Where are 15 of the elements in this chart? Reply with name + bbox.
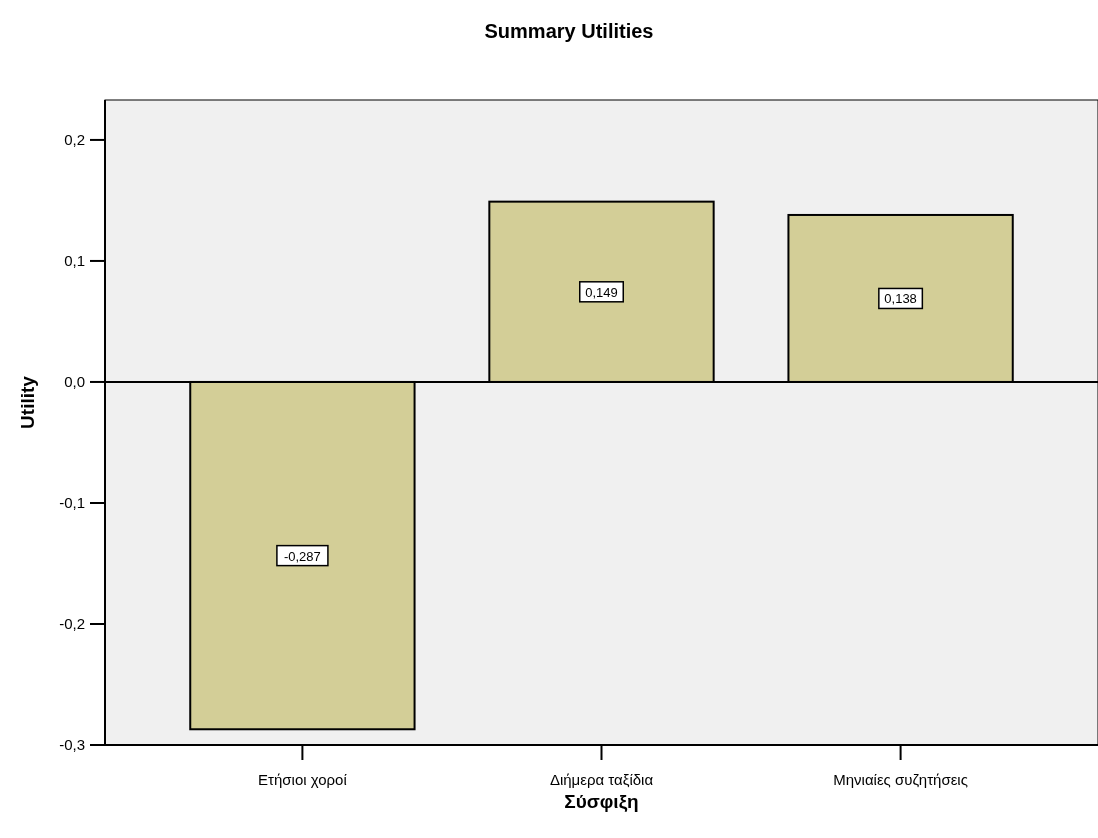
y-tick-label: 0,2	[64, 130, 85, 148]
data-label: -0,287	[283, 548, 321, 564]
chart-title: Summary Utilities	[484, 20, 654, 42]
y-tick-label: -0,1	[59, 493, 85, 511]
x-tick-label: Μηνιαίες συζητήσεις	[833, 771, 968, 788]
x-tick-label: Ετήσιοι χοροί	[258, 771, 348, 788]
x-tick-label: Διήμερα ταξίδια	[549, 771, 654, 788]
x-axis-title: Σύσφιξη	[564, 791, 639, 813]
y-axis-title: Utility	[17, 375, 38, 429]
y-tick-label: -0,2	[59, 614, 85, 632]
y-tick-label: -0,3	[59, 736, 85, 753]
data-label: 0,138	[884, 291, 917, 307]
y-tick-label: 0,1	[64, 251, 85, 269]
data-label: 0,149	[585, 284, 618, 300]
y-tick-label: 0,0	[64, 372, 85, 390]
